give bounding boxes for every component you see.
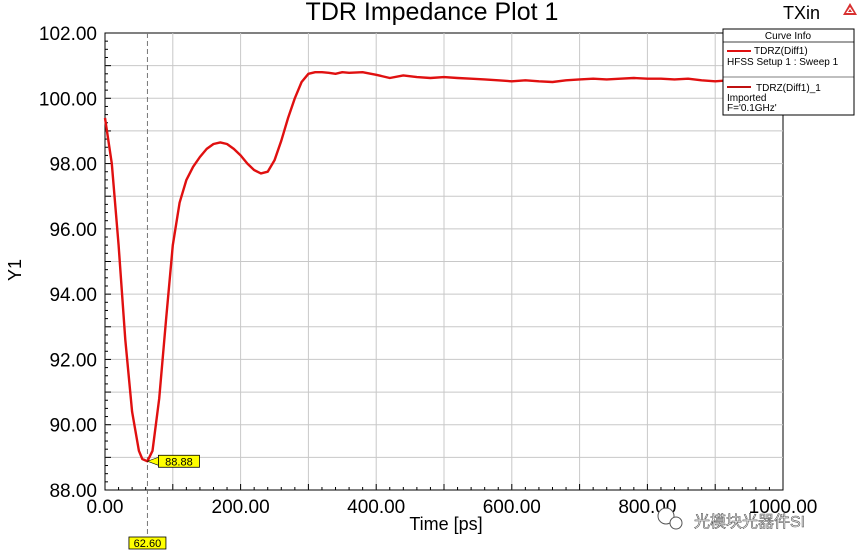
- legend[interactable]: Curve Info TDRZ(Diff1) HFSS Setup 1 : Sw…: [722, 28, 855, 116]
- chart-title: TDR Impedance Plot 1: [306, 0, 559, 26]
- y-tick-label: 100.00: [39, 89, 97, 110]
- watermark-text: 光模块光器件SI: [694, 513, 805, 531]
- x-axis-label: Time [ps]: [409, 514, 482, 534]
- y-tick-label: 94.00: [49, 285, 97, 306]
- y-tick-label: 90.00: [49, 416, 97, 437]
- legend-box: [722, 28, 855, 116]
- wechat-icon: [657, 507, 683, 530]
- x-tick-label: 200.00: [212, 497, 270, 518]
- marker-y-badge[interactable]: 88.88: [146, 454, 200, 468]
- marker-x-badge[interactable]: 62.60: [128, 536, 167, 550]
- legend-entry-2[interactable]: TDRZ(Diff1)_1 Imported F='0.1GHz': [727, 83, 821, 114]
- corner-label: TXin: [783, 3, 820, 23]
- marker-x-value: 62.60: [134, 538, 162, 550]
- legend-entry-1[interactable]: TDRZ(Diff1) HFSS Setup 1 : Sweep 1: [727, 46, 839, 68]
- y-tick-labels: 88.00 90.00 92.00 94.00 96.00 98.00 100.00 102.…: [39, 24, 97, 502]
- y-tick-label: 92.00: [49, 350, 97, 371]
- y-tick-label: 98.00: [49, 155, 97, 176]
- grid-lines: [105, 33, 783, 490]
- x-tick-label: 1000.00: [749, 497, 818, 518]
- marker-y-value: 88.88: [165, 456, 193, 468]
- y-axis-label: Y1: [5, 259, 25, 281]
- watermark: 光模块光器件SI: [657, 507, 805, 531]
- warning-triangle-icon[interactable]: [843, 3, 857, 15]
- y-tick-label: 96.00: [49, 220, 97, 241]
- legend-title: Curve Info: [765, 31, 812, 42]
- legend-label-1: TDRZ(Diff1): [754, 46, 808, 57]
- x-tick-label: 400.00: [347, 497, 405, 518]
- series-line-tdrz-diff1[interactable]: [103, 71, 743, 463]
- legend-label-2: TDRZ(Diff1)_1: [756, 83, 821, 94]
- y-tick-label: 88.00: [49, 481, 97, 502]
- x-tick-label: 0.00: [87, 497, 124, 518]
- legend-sublabel-2b: F='0.1GHz': [727, 103, 777, 114]
- legend-sublabel-1: HFSS Setup 1 : Sweep 1: [727, 57, 839, 68]
- y-tick-label: 102.00: [39, 24, 97, 45]
- legend-sublabel-2: Imported: [727, 93, 766, 104]
- x-tick-label: 600.00: [483, 497, 541, 518]
